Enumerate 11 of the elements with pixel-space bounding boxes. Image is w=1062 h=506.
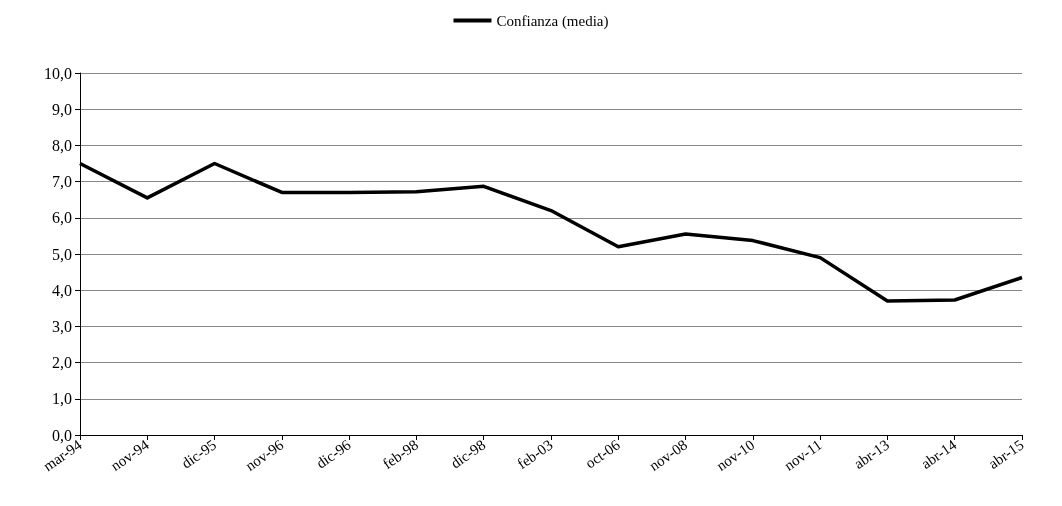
y-tick-label: 9,0 [52,100,72,118]
legend-label: Confianza (media) [496,12,609,30]
y-tick-label: 4,0 [52,281,72,299]
y-tick-label: 8,0 [52,136,72,154]
y-tick-label: 1,0 [52,390,72,408]
y-tick-label: 6,0 [52,209,72,227]
y-tick-label: 5,0 [52,245,72,263]
y-tick-label: 2,0 [52,354,72,372]
y-tick-label: 7,0 [52,173,72,191]
y-tick-label: 10,0 [44,64,72,82]
y-tick-label: 3,0 [52,317,72,335]
